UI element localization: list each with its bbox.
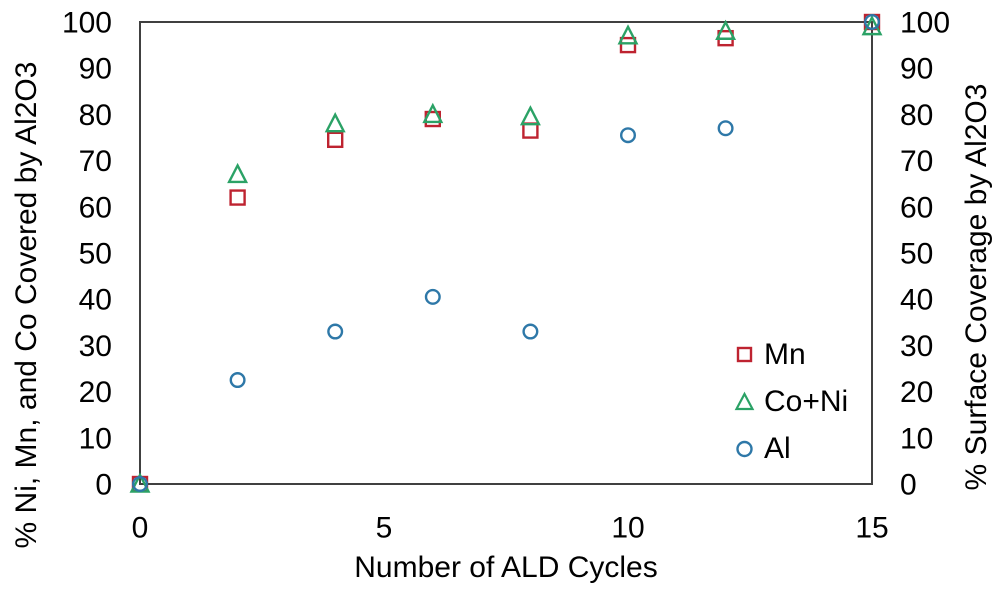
data-point xyxy=(327,131,344,149)
data-point xyxy=(422,102,444,124)
data-point xyxy=(617,24,639,45)
x-tick-label: 15 xyxy=(855,512,888,545)
left-y-tick-label: 50 xyxy=(79,238,112,271)
x-tick-label: 5 xyxy=(376,512,393,545)
data-point xyxy=(131,476,148,493)
right-y-tick-label: 60 xyxy=(900,191,933,224)
right-y-tick-label: 0 xyxy=(900,469,917,502)
circle-marker-icon xyxy=(736,440,753,458)
left-y-tick-label: 90 xyxy=(79,53,112,86)
plot-frame xyxy=(139,21,873,485)
data-point xyxy=(619,36,637,54)
right-y-tick-label: 20 xyxy=(900,376,933,409)
right-y-tick-label: 50 xyxy=(900,238,933,271)
left-y-tick-label: 80 xyxy=(79,99,112,132)
left-y-tick-label: 30 xyxy=(79,330,112,363)
x-tick-label: 10 xyxy=(611,512,644,545)
left-y-tick-label: 70 xyxy=(79,145,112,178)
data-point xyxy=(324,112,346,133)
left-y-tick-label: 20 xyxy=(79,376,112,409)
data-point xyxy=(717,120,734,137)
legend-item-co-ni: Co+Ni xyxy=(733,385,848,419)
legend-label-co-ni: Co+Ni xyxy=(764,385,849,418)
data-point xyxy=(864,13,881,31)
data-point xyxy=(519,105,541,126)
x-tick-label: 0 xyxy=(132,512,149,545)
data-point xyxy=(715,19,737,40)
data-point xyxy=(229,372,246,389)
data-point xyxy=(522,122,539,139)
legend-item-mn: Mn xyxy=(733,338,848,372)
right-y-tick-label: 70 xyxy=(900,145,933,178)
legend-item-al: Al xyxy=(733,432,848,466)
legend: Mn Co+Ni Al xyxy=(733,338,848,466)
left-y-tick-label: 100 xyxy=(62,7,112,40)
x-axis-title: Number of ALD Cycles xyxy=(354,551,658,584)
right-y-tick-label: 100 xyxy=(900,7,950,40)
right-y-tick-label: 10 xyxy=(900,422,933,455)
square-marker-icon xyxy=(736,346,753,363)
right-y-axis-title: % Surface Coverage by Al2O3 xyxy=(960,83,993,491)
data-point xyxy=(620,127,637,144)
right-y-tick-label: 80 xyxy=(900,99,933,132)
right-y-tick-label: 40 xyxy=(900,284,933,317)
data-point xyxy=(424,288,441,305)
right-y-tick-label: 30 xyxy=(900,330,933,363)
left-y-axis-title: % Ni, Mn, and Co Covered by Al2O3 xyxy=(10,61,43,549)
data-point xyxy=(327,323,344,340)
data-point xyxy=(522,323,539,340)
left-y-tick-label: 10 xyxy=(79,422,112,455)
left-y-tick-label: 0 xyxy=(95,469,112,502)
legend-label-mn: Mn xyxy=(764,338,806,371)
legend-label-al: Al xyxy=(764,432,791,465)
left-y-tick-label: 40 xyxy=(79,284,112,317)
triangle-marker-icon xyxy=(734,391,755,411)
right-y-tick-label: 90 xyxy=(900,53,933,86)
left-y-tick-label: 60 xyxy=(79,191,112,224)
data-point xyxy=(227,162,249,184)
data-point xyxy=(229,189,246,206)
